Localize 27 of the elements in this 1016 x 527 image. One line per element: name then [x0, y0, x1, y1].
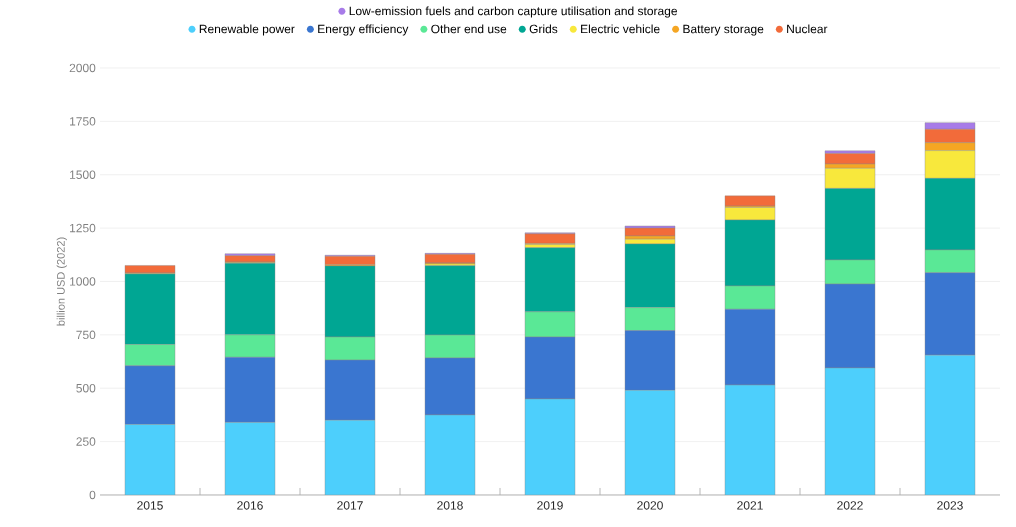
- x-tick-label: 2015: [137, 501, 163, 510]
- y-tick-label: 1000: [70, 277, 96, 286]
- y-tick-label: 1500: [70, 170, 96, 179]
- y-axis-title: billion USD (2022): [56, 237, 67, 326]
- legend-label: Low-emission fuels and carbon capture utilisation and storage: [349, 6, 677, 18]
- y-tick-label: 2000: [69, 63, 96, 73]
- legend-label: Nuclear: [787, 24, 828, 34]
- x-tick-label: 2017: [337, 501, 363, 510]
- legend-label: Energy efficiency: [318, 24, 409, 36]
- legend-label: Other end use: [431, 24, 507, 34]
- x-tick-label: 2018: [437, 501, 463, 510]
- x-tick-label: 2021: [737, 501, 763, 510]
- x-tick-label: 2023: [937, 501, 963, 510]
- y-tick-label: 750: [76, 330, 96, 340]
- y-tick-label: 1750: [70, 117, 96, 126]
- y-tick-label: 1250: [70, 223, 96, 233]
- legend-label: Renewable power: [199, 24, 295, 36]
- legend-label: Electric vehicle: [581, 24, 660, 34]
- y-tick-label: 250: [76, 437, 96, 446]
- x-tick-label: 2020: [637, 501, 663, 510]
- legend-label: Grids: [529, 24, 558, 34]
- x-tick-label: 2019: [537, 501, 563, 510]
- y-tick-label: 500: [76, 383, 96, 393]
- y-tick-label: 0: [89, 490, 96, 500]
- legend-label: Battery storage: [683, 24, 764, 36]
- x-tick-label: 2022: [837, 501, 863, 510]
- x-tick-label: 2016: [237, 501, 263, 510]
